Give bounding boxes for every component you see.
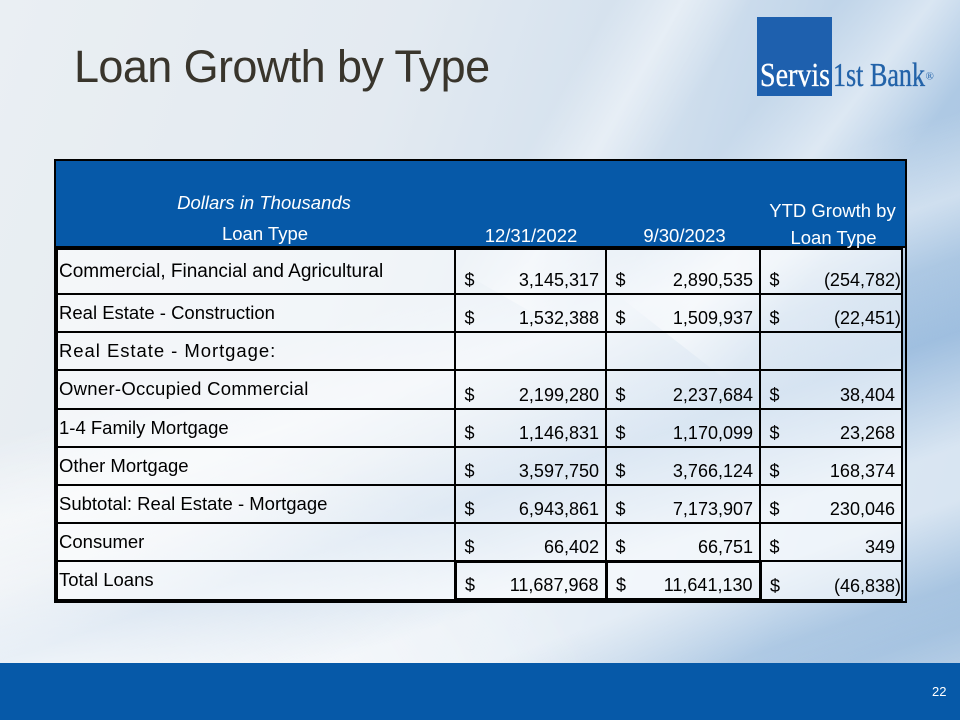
- svg-text:1st Bank: 1st Bank: [833, 57, 925, 94]
- svg-text:Servis: Servis: [760, 57, 830, 94]
- svg-text:®: ®: [926, 71, 934, 83]
